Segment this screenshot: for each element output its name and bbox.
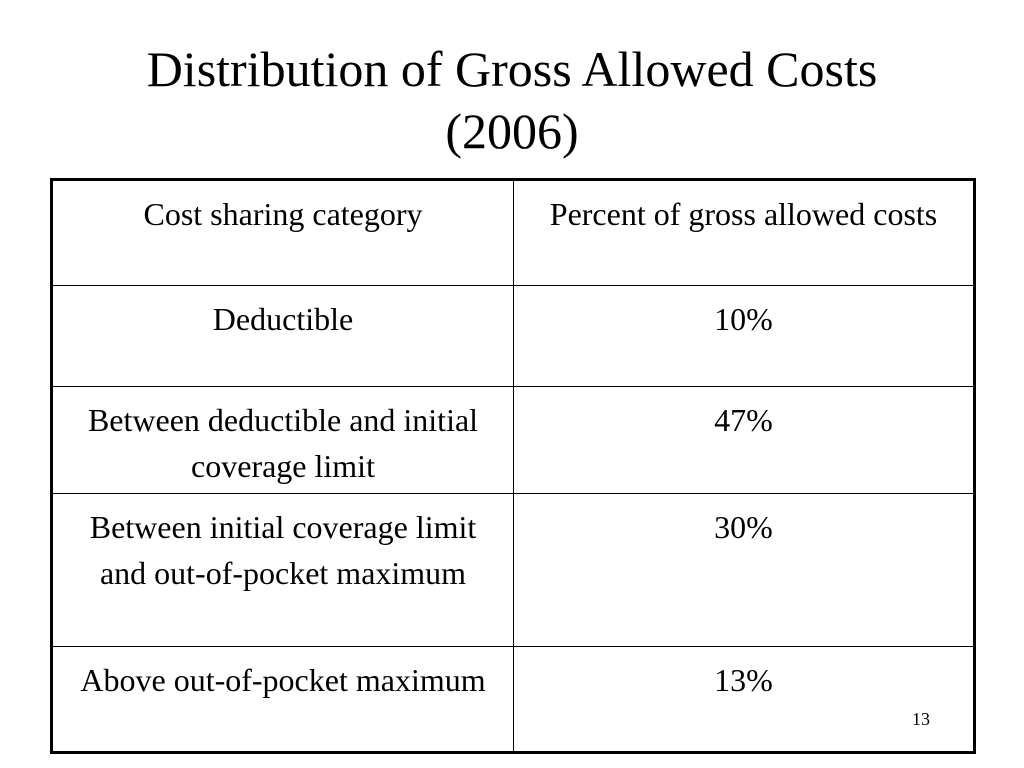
header-percent-gross-allowed-costs: Percent of gross allowed costs [513,179,975,286]
title-line-main: Distribution of Gross Allowed Costs [146,41,878,97]
cell-percent: 30% [513,493,975,647]
cell-percent: 47% [513,386,975,494]
table-row: Between deductible and initial coverage … [51,386,975,494]
table-row: Above out-of-pocket maximum 13% [51,646,975,753]
header-cost-sharing-category: Cost sharing category [51,179,514,286]
table-row: Between initial coverage limit and out-o… [51,493,975,647]
table-row: Deductible 10% [51,285,975,387]
page-number: 13 [912,709,930,729]
cost-distribution-table: Cost sharing category Percent of gross a… [50,178,976,754]
cell-percent: 13% [513,646,975,753]
cell-category: Above out-of-pocket maximum [51,646,514,753]
cell-category: Between initial coverage limit and out-o… [51,493,514,647]
title-line-year: (2006) [445,103,579,159]
table-header-row: Cost sharing category Percent of gross a… [51,179,975,286]
cost-distribution-table-container: Cost sharing category Percent of gross a… [50,178,976,754]
slide-title: Distribution of Gross Allowed Costs (200… [0,38,1024,162]
cell-category: Deductible [51,285,514,387]
cell-category: Between deductible and initial coverage … [51,386,514,494]
cell-percent: 10% [513,285,975,387]
